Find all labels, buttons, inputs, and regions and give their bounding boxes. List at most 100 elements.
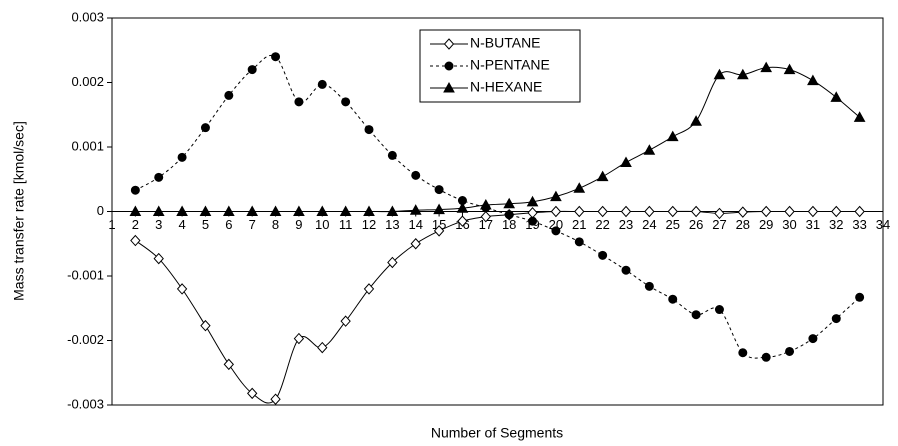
marker — [479, 199, 492, 210]
x-axis-label: Number of Segments — [431, 425, 563, 441]
x-tick-label: 4 — [178, 217, 185, 232]
marker — [574, 237, 584, 247]
marker — [690, 205, 702, 218]
x-tick-label: 30 — [782, 217, 796, 232]
x-tick-label: 24 — [642, 217, 656, 232]
marker — [643, 144, 656, 155]
x-tick-label: 33 — [852, 217, 866, 232]
marker — [761, 205, 772, 218]
y-tick-label: 0 — [97, 203, 104, 218]
marker — [177, 152, 187, 162]
marker — [691, 310, 701, 320]
x-tick-label: 18 — [502, 217, 516, 232]
marker — [130, 185, 140, 195]
legend-label: N-HEXANE — [470, 79, 542, 95]
marker — [247, 387, 258, 400]
legend-label: N-PENTANE — [470, 57, 550, 73]
marker — [433, 225, 445, 237]
y-tick-label: -0.001 — [67, 267, 104, 282]
marker — [620, 156, 632, 167]
marker — [808, 334, 818, 344]
marker — [153, 252, 164, 265]
marker — [271, 52, 281, 62]
marker — [830, 91, 843, 102]
marker — [503, 197, 516, 209]
marker — [129, 205, 142, 216]
marker — [620, 205, 632, 218]
marker — [574, 205, 585, 218]
x-tick-label: 23 — [619, 217, 633, 232]
marker — [668, 294, 678, 304]
marker — [456, 202, 469, 213]
marker — [200, 123, 210, 133]
x-tick-label: 7 — [249, 217, 256, 232]
marker — [224, 90, 234, 100]
marker — [760, 61, 773, 73]
y-tick-label: 0.001 — [71, 138, 104, 153]
marker — [363, 283, 375, 295]
marker — [246, 205, 259, 216]
x-tick-label: 13 — [385, 217, 399, 232]
marker — [444, 61, 454, 71]
marker — [598, 250, 608, 260]
x-tick-label: 17 — [479, 217, 493, 232]
marker — [433, 203, 445, 215]
marker — [480, 210, 491, 223]
marker — [387, 150, 397, 160]
marker — [410, 238, 421, 250]
marker — [152, 205, 165, 216]
marker — [317, 341, 328, 354]
marker — [737, 206, 748, 218]
marker — [363, 205, 375, 216]
marker — [339, 205, 352, 216]
x-tick-label: 22 — [595, 217, 609, 232]
marker — [854, 205, 865, 218]
marker — [807, 205, 819, 218]
marker — [690, 115, 702, 126]
x-tick-label: 29 — [759, 217, 773, 232]
marker — [270, 393, 281, 405]
marker — [200, 319, 211, 332]
marker — [223, 358, 234, 371]
x-tick-label: 2 — [132, 217, 139, 232]
marker — [269, 205, 282, 216]
marker — [738, 348, 748, 358]
marker — [443, 81, 455, 93]
marker — [364, 125, 374, 135]
x-tick-label: 15 — [432, 217, 446, 232]
marker — [176, 283, 188, 295]
x-tick-label: 6 — [225, 217, 232, 232]
marker — [667, 205, 678, 218]
x-tick-label: 1 — [108, 217, 115, 232]
marker — [222, 205, 235, 216]
marker — [831, 314, 841, 324]
marker — [644, 205, 655, 218]
marker — [666, 130, 679, 142]
marker — [550, 190, 562, 202]
y-tick-label: 0.002 — [71, 74, 104, 89]
x-tick-label: 26 — [689, 217, 703, 232]
marker — [807, 74, 819, 86]
x-tick-label: 10 — [315, 217, 329, 232]
marker — [293, 332, 305, 345]
x-tick-label: 5 — [202, 217, 209, 232]
y-tick-label: -0.003 — [67, 396, 104, 411]
marker — [783, 63, 796, 75]
x-tick-label: 21 — [572, 217, 586, 232]
marker — [130, 234, 141, 247]
marker — [573, 182, 586, 193]
marker — [621, 265, 631, 275]
marker — [294, 97, 304, 107]
x-tick-label: 27 — [712, 217, 726, 232]
marker — [504, 210, 514, 220]
marker — [714, 207, 725, 220]
y-tick-label: 0.003 — [71, 9, 104, 24]
marker — [551, 226, 561, 236]
marker — [713, 68, 726, 80]
marker — [831, 205, 842, 218]
x-tick-label: 31 — [806, 217, 820, 232]
x-tick-label: 32 — [829, 217, 843, 232]
marker — [199, 205, 212, 216]
x-tick-label: 8 — [272, 217, 279, 232]
